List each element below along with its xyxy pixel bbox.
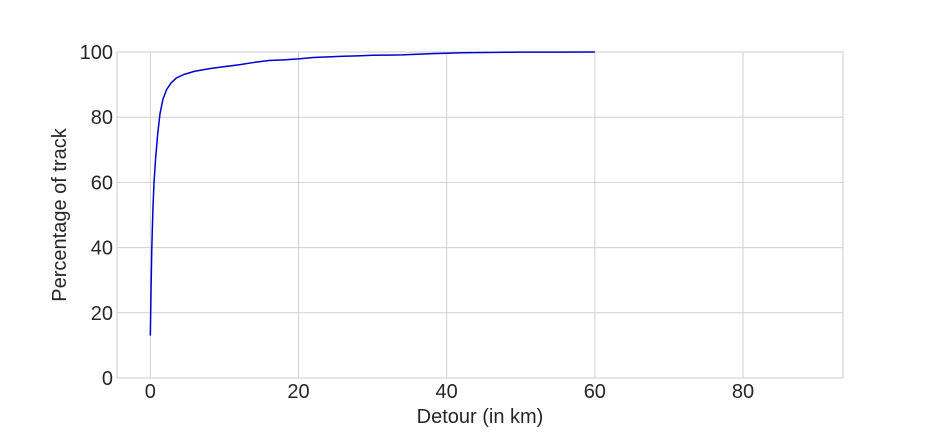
y-tick-label: 100	[80, 42, 113, 64]
y-tick-label: 80	[91, 107, 113, 129]
y-tick-label: 60	[91, 172, 113, 194]
x-tick-label: 20	[287, 381, 309, 403]
y-tick-label: 0	[102, 368, 113, 390]
gridlines	[117, 51, 843, 379]
plot-frame	[116, 51, 844, 379]
x-tick-label: 0	[145, 381, 156, 403]
y-axis-label: Percentage of track	[49, 127, 71, 301]
tick-labels: 0 20 40 60 80 0 20 40 60 80 100	[80, 42, 754, 403]
series-layer	[149, 51, 595, 336]
x-tick-label: 80	[732, 381, 754, 403]
y-tick-label: 20	[91, 303, 113, 325]
x-axis-label: Detour (in km)	[417, 406, 544, 428]
series-line	[149, 51, 595, 336]
x-tick-label: 60	[584, 381, 606, 403]
y-tick-label: 40	[91, 238, 113, 260]
x-tick-label: 40	[436, 381, 458, 403]
